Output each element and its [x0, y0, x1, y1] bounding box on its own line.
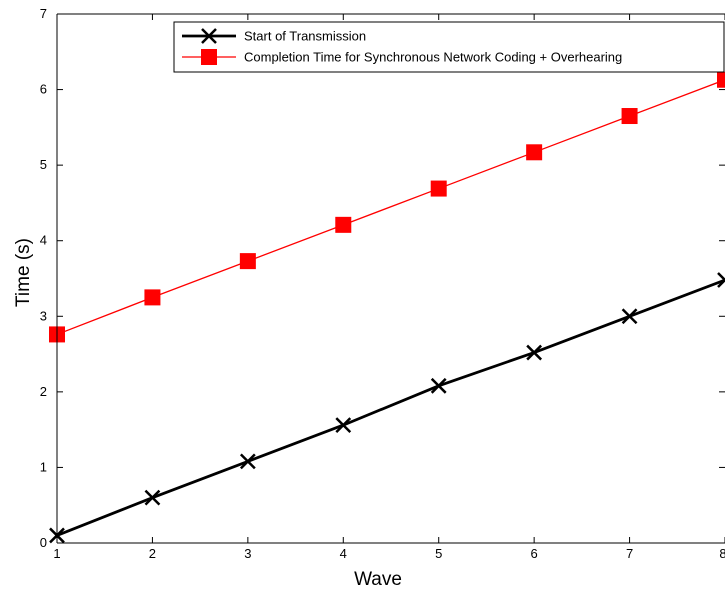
x-tick-label: 8	[719, 546, 725, 561]
legend-marker-2	[201, 49, 217, 65]
legend: Start of Transmission Completion Time for…	[173, 21, 725, 73]
series-2-point	[144, 289, 161, 306]
series-line-1	[56, 278, 725, 537]
series-1-point	[717, 272, 725, 288]
series-2-point	[526, 144, 543, 161]
x-tick-label: 4	[340, 546, 347, 561]
series-2-point	[239, 253, 256, 270]
series-line-2	[56, 79, 725, 336]
y-tick-label: 1	[40, 459, 47, 474]
x-axis-label: Wave	[354, 569, 402, 590]
series-1-point	[239, 453, 256, 470]
y-axis-label: Time (s)	[13, 238, 34, 307]
y-tick-label: 7	[40, 6, 47, 21]
y-tick-label: 0	[40, 535, 47, 550]
x-tick-label: 1	[53, 546, 60, 561]
y-tick-label: 3	[40, 308, 47, 323]
series-2-point	[335, 216, 352, 233]
x-tick-label: 7	[626, 546, 633, 561]
series-1-point	[621, 308, 638, 325]
x-tick-label: 3	[244, 546, 251, 561]
series-layer	[49, 71, 725, 544]
series-2-point	[621, 108, 638, 125]
x-tick-label: 6	[531, 546, 538, 561]
series-1-point	[144, 489, 161, 506]
series-1-point	[430, 377, 447, 394]
series-2-point	[430, 180, 447, 197]
x-tick-label: 5	[435, 546, 442, 561]
legend-label-1: Start of Transmission	[244, 29, 366, 44]
legend-label-2: Completion Time for Synchronous Network …	[244, 50, 622, 65]
series-1-point	[335, 417, 352, 433]
y-tick-label: 4	[40, 233, 47, 248]
series-2-point	[717, 71, 725, 88]
series-1-point	[526, 344, 543, 361]
legend-box	[173, 21, 725, 73]
x-tick-label: 2	[149, 546, 156, 561]
legend-marker-1	[201, 28, 217, 44]
y-tick-label: 2	[40, 384, 47, 399]
y-tick-label: 5	[40, 157, 47, 172]
y-tick-label: 6	[40, 82, 47, 97]
